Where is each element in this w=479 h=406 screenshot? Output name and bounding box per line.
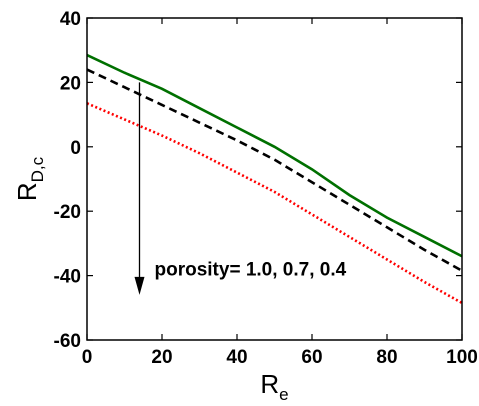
y-tick-label: 20 [60, 73, 81, 94]
y-tick-label: -40 [54, 267, 81, 288]
y-tick-label: 0 [70, 138, 81, 159]
y-axis-title-main: R [12, 182, 42, 201]
arrow-head [134, 276, 145, 295]
y-tick-label: -60 [54, 331, 81, 352]
plot-lines [86, 53, 463, 305]
x-tick-label: 80 [376, 347, 397, 368]
x-tick-label: 100 [446, 347, 478, 368]
x-tick-label: 20 [151, 347, 172, 368]
annotation-porosity: porosity= 1.0, 0.7, 0.4 [155, 260, 347, 281]
y-tick-label: -20 [54, 202, 81, 223]
x-tick-label: 40 [226, 347, 247, 368]
x-axis-title-sub: e [279, 385, 288, 404]
x-tick-label: 0 [82, 347, 93, 368]
y-axis-title: RD,c [12, 156, 47, 201]
x-tick-label: 60 [301, 347, 322, 368]
y-axis-title-sub: D,c [28, 156, 47, 182]
series-line-solid [86, 53, 463, 258]
plot-frame [86, 17, 463, 341]
axis-ticks: 0 20 40 60 80 100 -60 -40 -20 0 20 40 [54, 9, 478, 368]
annotation-arrow [134, 82, 145, 295]
series-line-dotted [86, 102, 463, 305]
series-line-dashed [86, 68, 463, 272]
y-tick-label: 40 [60, 9, 81, 30]
x-axis-title: Re [260, 369, 288, 404]
x-axis-title-main: R [260, 369, 279, 399]
